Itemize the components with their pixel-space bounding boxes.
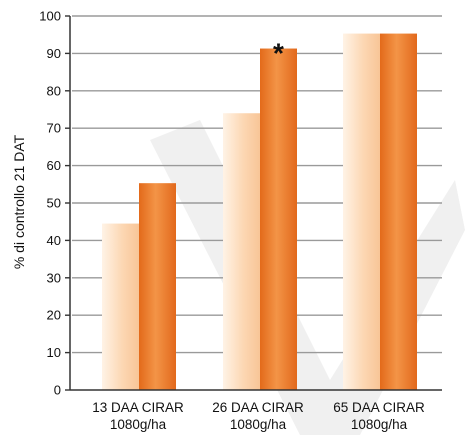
y-tick-labels: 0 10 20 30 40 50 60 70 80 90 100 [39,9,61,398]
bar-series-1-cat-3 [343,33,380,390]
y-tick-label: 60 [47,158,61,173]
x-category-label: 1080g/ha [230,417,287,432]
y-axis-label: % di controllo 21 DAT [11,134,27,269]
bar-series-1-cat-2 [223,113,260,391]
bar-series-2-cat-2 [260,48,297,391]
y-tick-label: 90 [47,46,61,61]
y-tick-label: 100 [39,9,61,24]
x-category-label: 65 DAA CIRAR [333,400,425,415]
bar-series-2-cat-3 [380,33,417,390]
y-tick-label: 20 [47,308,61,323]
y-tick-label: 50 [47,196,61,211]
y-tick-label: 10 [47,345,61,360]
axes [65,15,442,391]
bar-series-2-cat-1 [139,183,176,390]
x-category-label: 1080g/ha [351,417,408,432]
bar-series-1-cat-1 [102,223,139,390]
x-category-label: 1080g/ha [110,417,167,432]
x-category-label: 26 DAA CIRAR [212,400,304,415]
y-tick-label: 0 [54,383,61,398]
y-tick-label: 70 [47,121,61,136]
y-tick-label: 80 [47,83,61,98]
annotations: * [273,38,284,69]
y-tick-label: 30 [47,270,61,285]
y-tick-label: 40 [47,233,61,248]
x-category-labels: 13 DAA CIRAR 1080g/ha 26 DAA CIRAR 1080g/ha… [92,400,425,432]
significance-annotation: * [273,38,284,69]
bars [102,33,417,391]
x-category-label: 13 DAA CIRAR [92,400,184,415]
